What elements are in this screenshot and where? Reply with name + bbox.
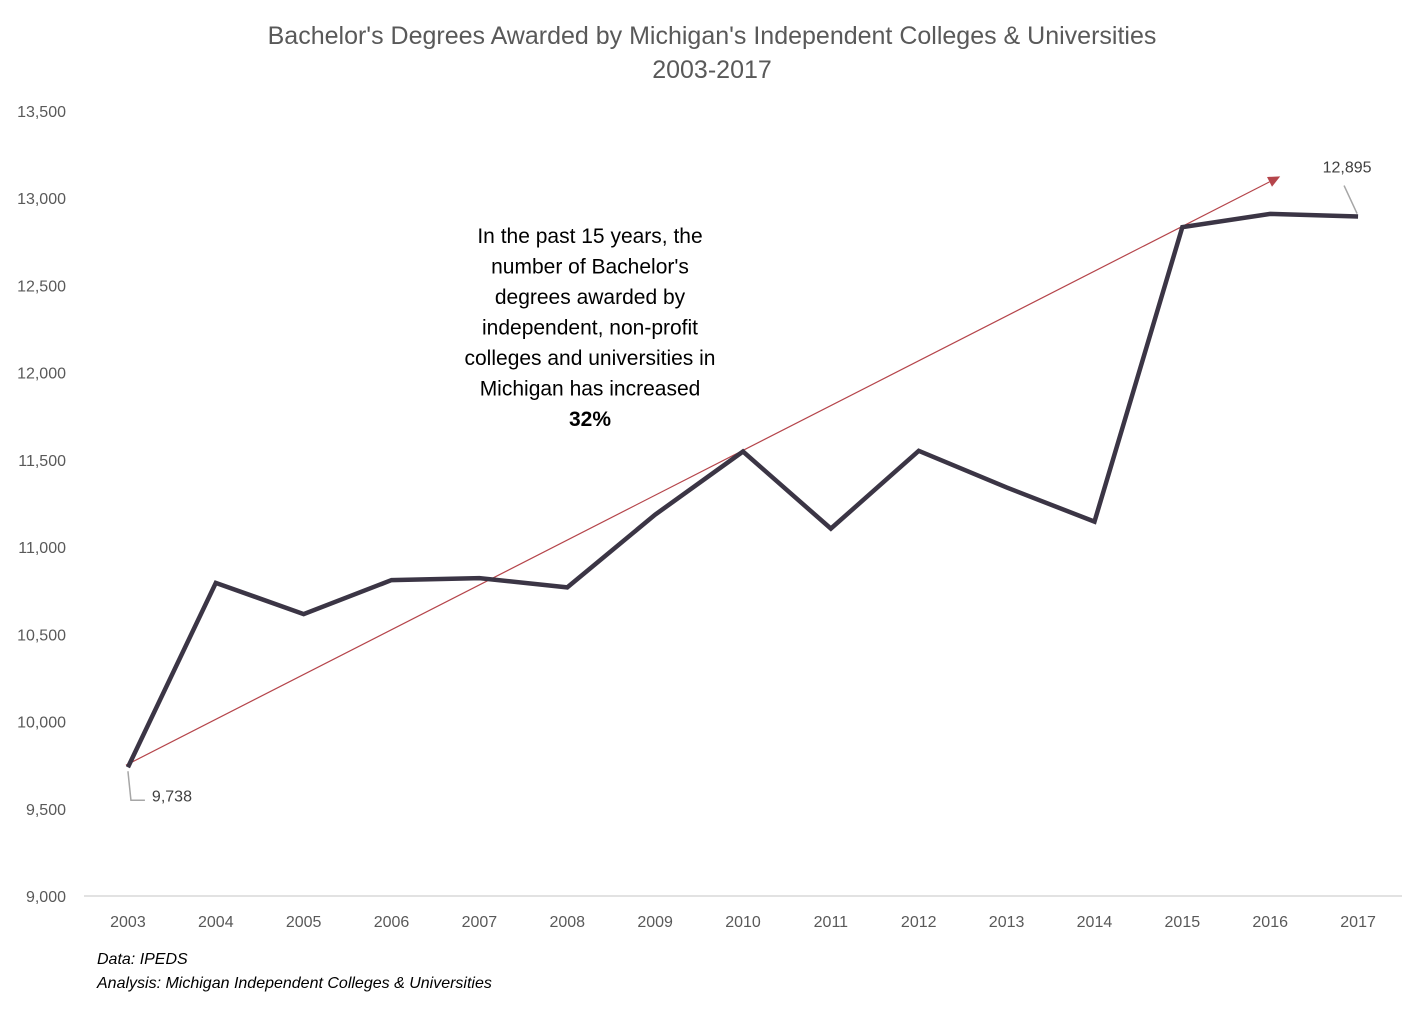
x-tick-label: 2003 bbox=[110, 914, 146, 931]
x-tick-label: 2008 bbox=[549, 914, 585, 931]
x-tick-label: 2014 bbox=[1077, 914, 1113, 931]
x-tick-label: 2015 bbox=[1165, 914, 1201, 931]
annotation-highlight: 32% bbox=[569, 408, 611, 431]
y-axis: 9,000 9,500 10,000 10,500 11,000 11,500 12,000… bbox=[17, 104, 66, 906]
y-tick-label: 13,500 bbox=[17, 104, 66, 121]
y-tick-label: 10,000 bbox=[17, 715, 66, 732]
y-tick-label: 12,000 bbox=[17, 366, 66, 383]
x-tick-label: 2012 bbox=[901, 914, 937, 931]
annotation-line: degrees awarded by bbox=[495, 286, 686, 309]
y-tick-label: 12,500 bbox=[17, 278, 66, 295]
x-tick-label: 2010 bbox=[725, 914, 761, 931]
series-group bbox=[125, 211, 1359, 769]
trendline bbox=[125, 181, 1270, 766]
source-data: Data: IPEDS bbox=[97, 951, 188, 968]
chart-title: Bachelor's Degrees Awarded by Michigan's… bbox=[268, 22, 1157, 50]
annotation-line: colleges and universities in bbox=[465, 347, 716, 370]
y-tick-label: 11,000 bbox=[18, 540, 66, 557]
x-tick-label: 2013 bbox=[989, 914, 1025, 931]
series-line bbox=[125, 211, 1359, 769]
x-tick-label: 2007 bbox=[462, 914, 498, 931]
last-label-leader bbox=[1343, 185, 1358, 214]
annotation-line: Michigan has increased bbox=[480, 378, 701, 401]
y-tick-label: 9,000 bbox=[26, 889, 66, 906]
x-tick-label: 2017 bbox=[1340, 914, 1376, 931]
first-label-leader bbox=[127, 771, 145, 802]
x-axis: 2003 2004 2005 2006 2007 2008 2009 2010 2011 2012… bbox=[110, 914, 1376, 931]
x-tick-label: 2009 bbox=[637, 914, 673, 931]
x-tick-label: 2016 bbox=[1252, 914, 1288, 931]
annotation-line: independent, non-profit bbox=[482, 317, 698, 340]
x-tick-label: 2011 bbox=[814, 914, 849, 931]
data-labels-group: 9,738 12,895 bbox=[127, 160, 1372, 805]
y-tick-label: 11,500 bbox=[18, 453, 66, 470]
y-tick-label: 10,500 bbox=[17, 627, 66, 644]
data-label-first: 9,738 bbox=[152, 788, 192, 805]
x-tick-label: 2004 bbox=[198, 914, 234, 931]
source-analysis: Analysis: Michigan Independent Colleges … bbox=[96, 975, 492, 992]
annotation-line: number of Bachelor's bbox=[491, 256, 689, 279]
annotation-text: In the past 15 years, the number of Bache… bbox=[465, 225, 716, 431]
y-tick-label: 13,000 bbox=[17, 191, 66, 208]
data-label-last: 12,895 bbox=[1323, 160, 1372, 177]
trendline-group bbox=[125, 176, 1281, 766]
annotation-line: In the past 15 years, the bbox=[477, 225, 702, 248]
x-tick-label: 2006 bbox=[374, 914, 410, 931]
trendline-arrowhead bbox=[1267, 176, 1281, 187]
x-tick-label: 2005 bbox=[286, 914, 322, 931]
chart-subtitle: 2003-2017 bbox=[652, 56, 772, 84]
y-tick-label: 9,500 bbox=[26, 802, 66, 819]
